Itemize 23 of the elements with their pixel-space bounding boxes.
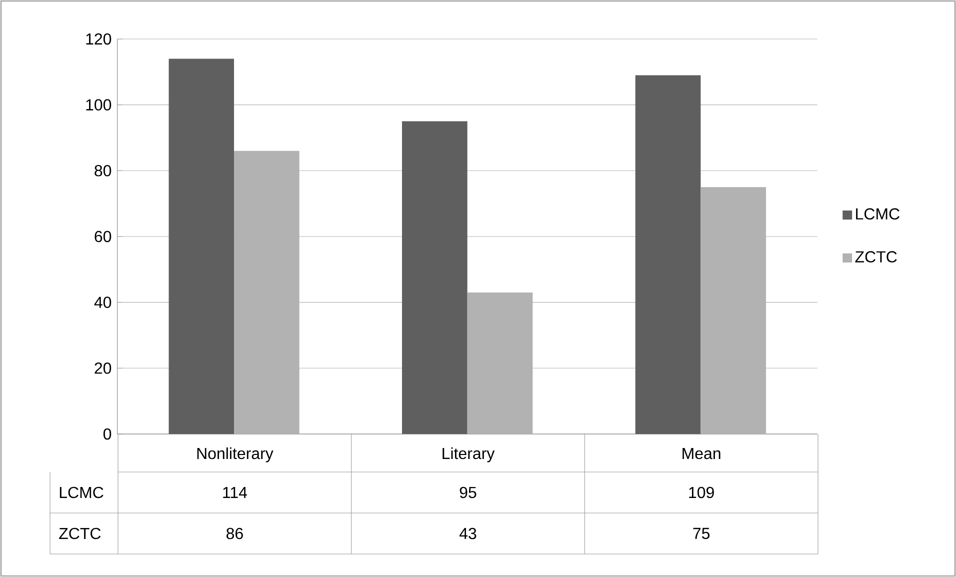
y-tick-label: 120: [86, 33, 112, 45]
x-tick-label: Nonliterary: [197, 447, 274, 462]
data-label: 75: [693, 528, 710, 540]
text: LCMC: [60, 486, 104, 498]
x-tick-label: Mean: [682, 448, 720, 460]
data-label: 109: [689, 486, 714, 498]
x-tick-label: Literary: [442, 447, 495, 462]
y-tick-label: 20: [94, 362, 112, 374]
data-label: 43: [459, 528, 476, 540]
y-tick-label: 80: [94, 164, 112, 176]
legend-label: LCMC: [856, 208, 900, 220]
y-tick-label: 40: [94, 296, 112, 308]
data-label: 114: [223, 486, 247, 498]
text: ZCTC: [59, 528, 101, 540]
bar: [168, 58, 234, 434]
y-tick-label: 100: [86, 99, 112, 110]
bar: [402, 121, 468, 434]
data-label: 95: [460, 486, 476, 498]
y-tick-label: 0: [103, 428, 112, 440]
legend-label: ZCTC: [855, 251, 897, 262]
bar: [635, 75, 701, 434]
data-label: 86: [226, 528, 243, 540]
y-tick-label: 60: [94, 230, 112, 242]
